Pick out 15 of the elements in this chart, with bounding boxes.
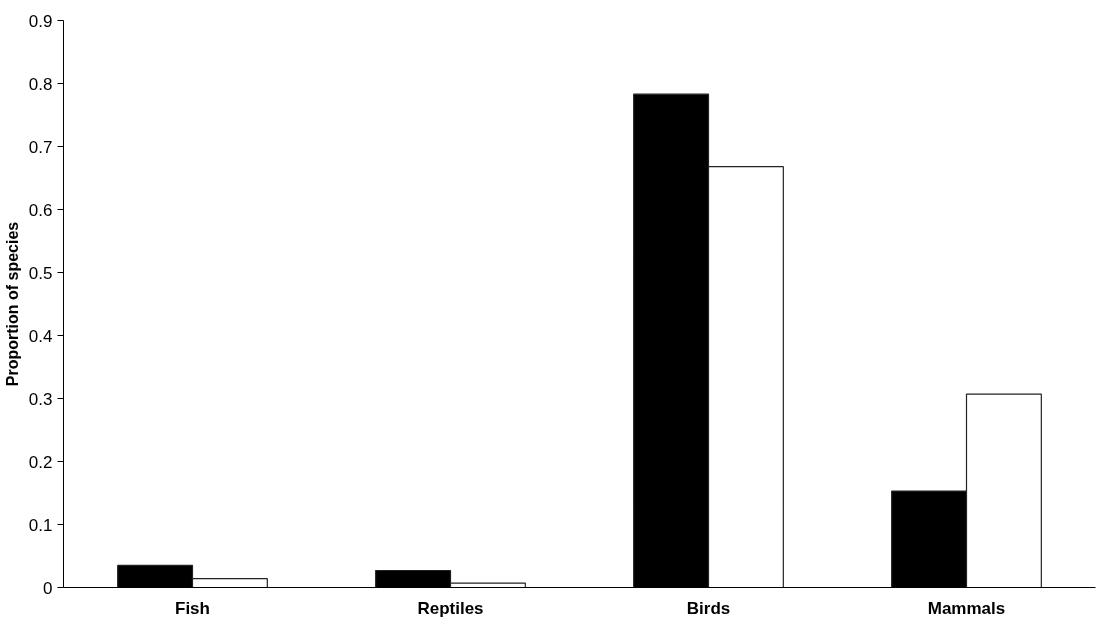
y-tick-label: 0.2 — [28, 452, 53, 472]
y-tick-label: 0 — [43, 578, 53, 598]
x-tick-label: Reptiles — [417, 598, 484, 618]
x-tick-label: Fish — [175, 598, 210, 618]
y-tick-label: 0.7 — [28, 137, 53, 157]
y-tick-label: 0.6 — [28, 200, 53, 220]
y-tick-label: 0.5 — [28, 263, 53, 283]
x-tick-label: Mammals — [927, 598, 1006, 618]
y-tick-label: 0.1 — [28, 515, 53, 535]
y-tick-label: 0.8 — [28, 74, 53, 94]
y-tick-label: 0.9 — [28, 11, 53, 31]
y-tick-label: 0.3 — [28, 389, 53, 409]
y-axis-title: Proportion of species — [3, 221, 21, 387]
x-tick-label: Birds — [686, 598, 731, 618]
y-tick-label: 0.4 — [28, 326, 53, 346]
